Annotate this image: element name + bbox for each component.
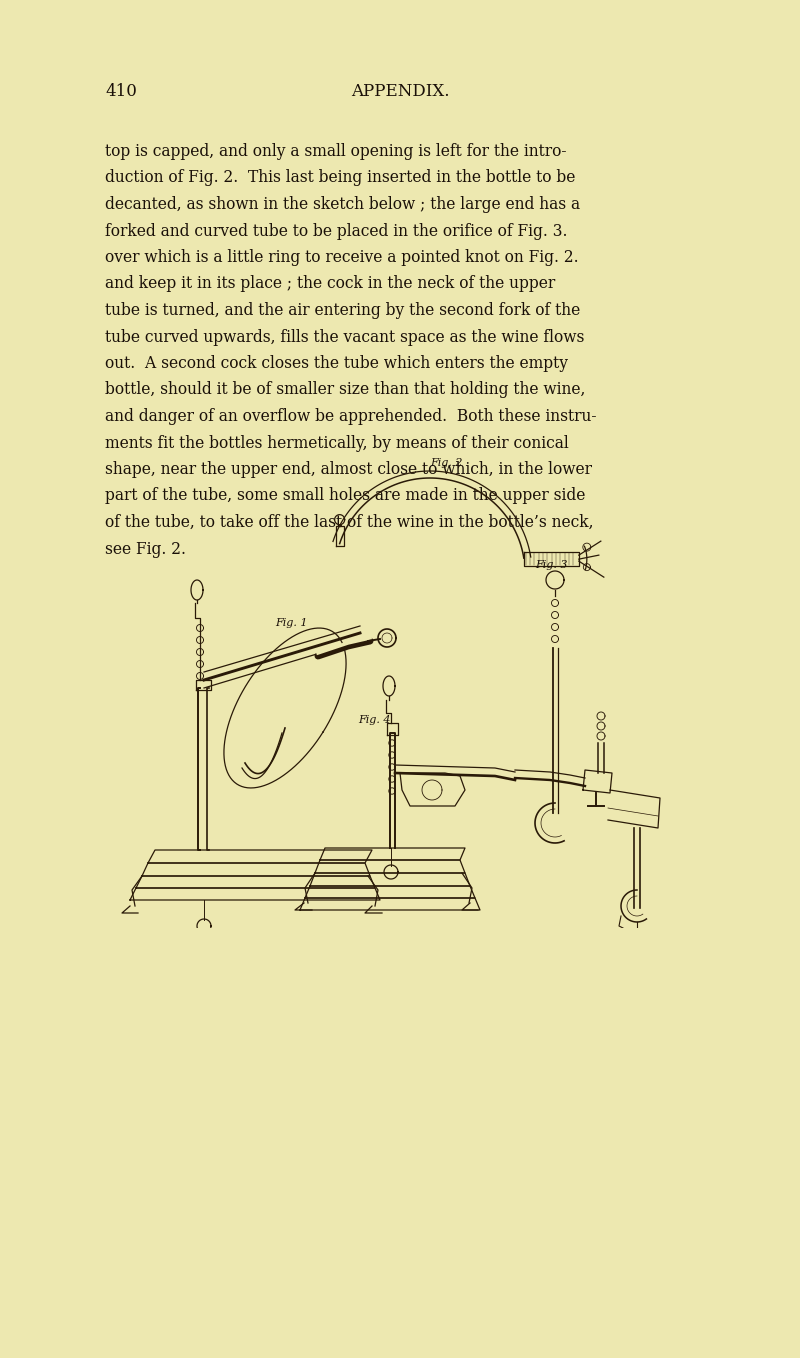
Text: over which is a little ring to receive a pointed knot on Fig. 2.: over which is a little ring to receive a… bbox=[105, 249, 578, 266]
Polygon shape bbox=[142, 862, 370, 876]
Text: tube curved upwards, fills the vacant space as the wine flows: tube curved upwards, fills the vacant sp… bbox=[105, 329, 584, 345]
Text: and keep it in its place ; the cock in the neck of the upper: and keep it in its place ; the cock in t… bbox=[105, 276, 555, 292]
Text: out.  A second cock closes the tube which enters the empty: out. A second cock closes the tube which… bbox=[105, 354, 568, 372]
Text: Fig. 4: Fig. 4 bbox=[358, 716, 390, 725]
Polygon shape bbox=[300, 898, 480, 910]
Polygon shape bbox=[148, 850, 372, 862]
Text: duction of Fig. 2.  This last being inserted in the bottle to be: duction of Fig. 2. This last being inser… bbox=[105, 170, 575, 186]
Text: Fig. 1: Fig. 1 bbox=[275, 618, 307, 627]
Text: and danger of an overflow be apprehended.  Both these instru-: and danger of an overflow be apprehended… bbox=[105, 407, 597, 425]
Polygon shape bbox=[315, 860, 465, 873]
Polygon shape bbox=[310, 873, 470, 885]
Polygon shape bbox=[320, 847, 465, 860]
Text: decanted, as shown in the sketch below ; the large end has a: decanted, as shown in the sketch below ;… bbox=[105, 196, 580, 213]
Text: top is capped, and only a small opening is left for the intro-: top is capped, and only a small opening … bbox=[105, 143, 566, 160]
Text: bottle, should it be of smaller size than that holding the wine,: bottle, should it be of smaller size tha… bbox=[105, 382, 586, 398]
Polygon shape bbox=[130, 888, 380, 900]
Text: tube is turned, and the air entering by the second fork of the: tube is turned, and the air entering by … bbox=[105, 301, 580, 319]
Text: Fig. 3: Fig. 3 bbox=[535, 559, 567, 570]
Text: forked and curved tube to be placed in the orifice of Fig. 3.: forked and curved tube to be placed in t… bbox=[105, 223, 567, 239]
Polygon shape bbox=[583, 770, 612, 793]
Text: of the tube, to take off the last of the wine in the bottle’s neck,: of the tube, to take off the last of the… bbox=[105, 513, 594, 531]
Text: APPENDIX.: APPENDIX. bbox=[350, 83, 450, 100]
Text: see Fig. 2.: see Fig. 2. bbox=[105, 540, 186, 558]
Text: part of the tube, some small holes are made in the upper side: part of the tube, some small holes are m… bbox=[105, 488, 586, 505]
Polygon shape bbox=[136, 876, 375, 888]
Polygon shape bbox=[524, 553, 579, 566]
Text: 410: 410 bbox=[105, 83, 137, 100]
Text: ments fit the bottles hermetically, by means of their conical: ments fit the bottles hermetically, by m… bbox=[105, 435, 569, 451]
Polygon shape bbox=[305, 885, 475, 898]
Polygon shape bbox=[400, 773, 465, 807]
Text: Fig. 2: Fig. 2 bbox=[430, 458, 462, 469]
Text: shape, near the upper end, almost close to which, in the lower: shape, near the upper end, almost close … bbox=[105, 460, 592, 478]
